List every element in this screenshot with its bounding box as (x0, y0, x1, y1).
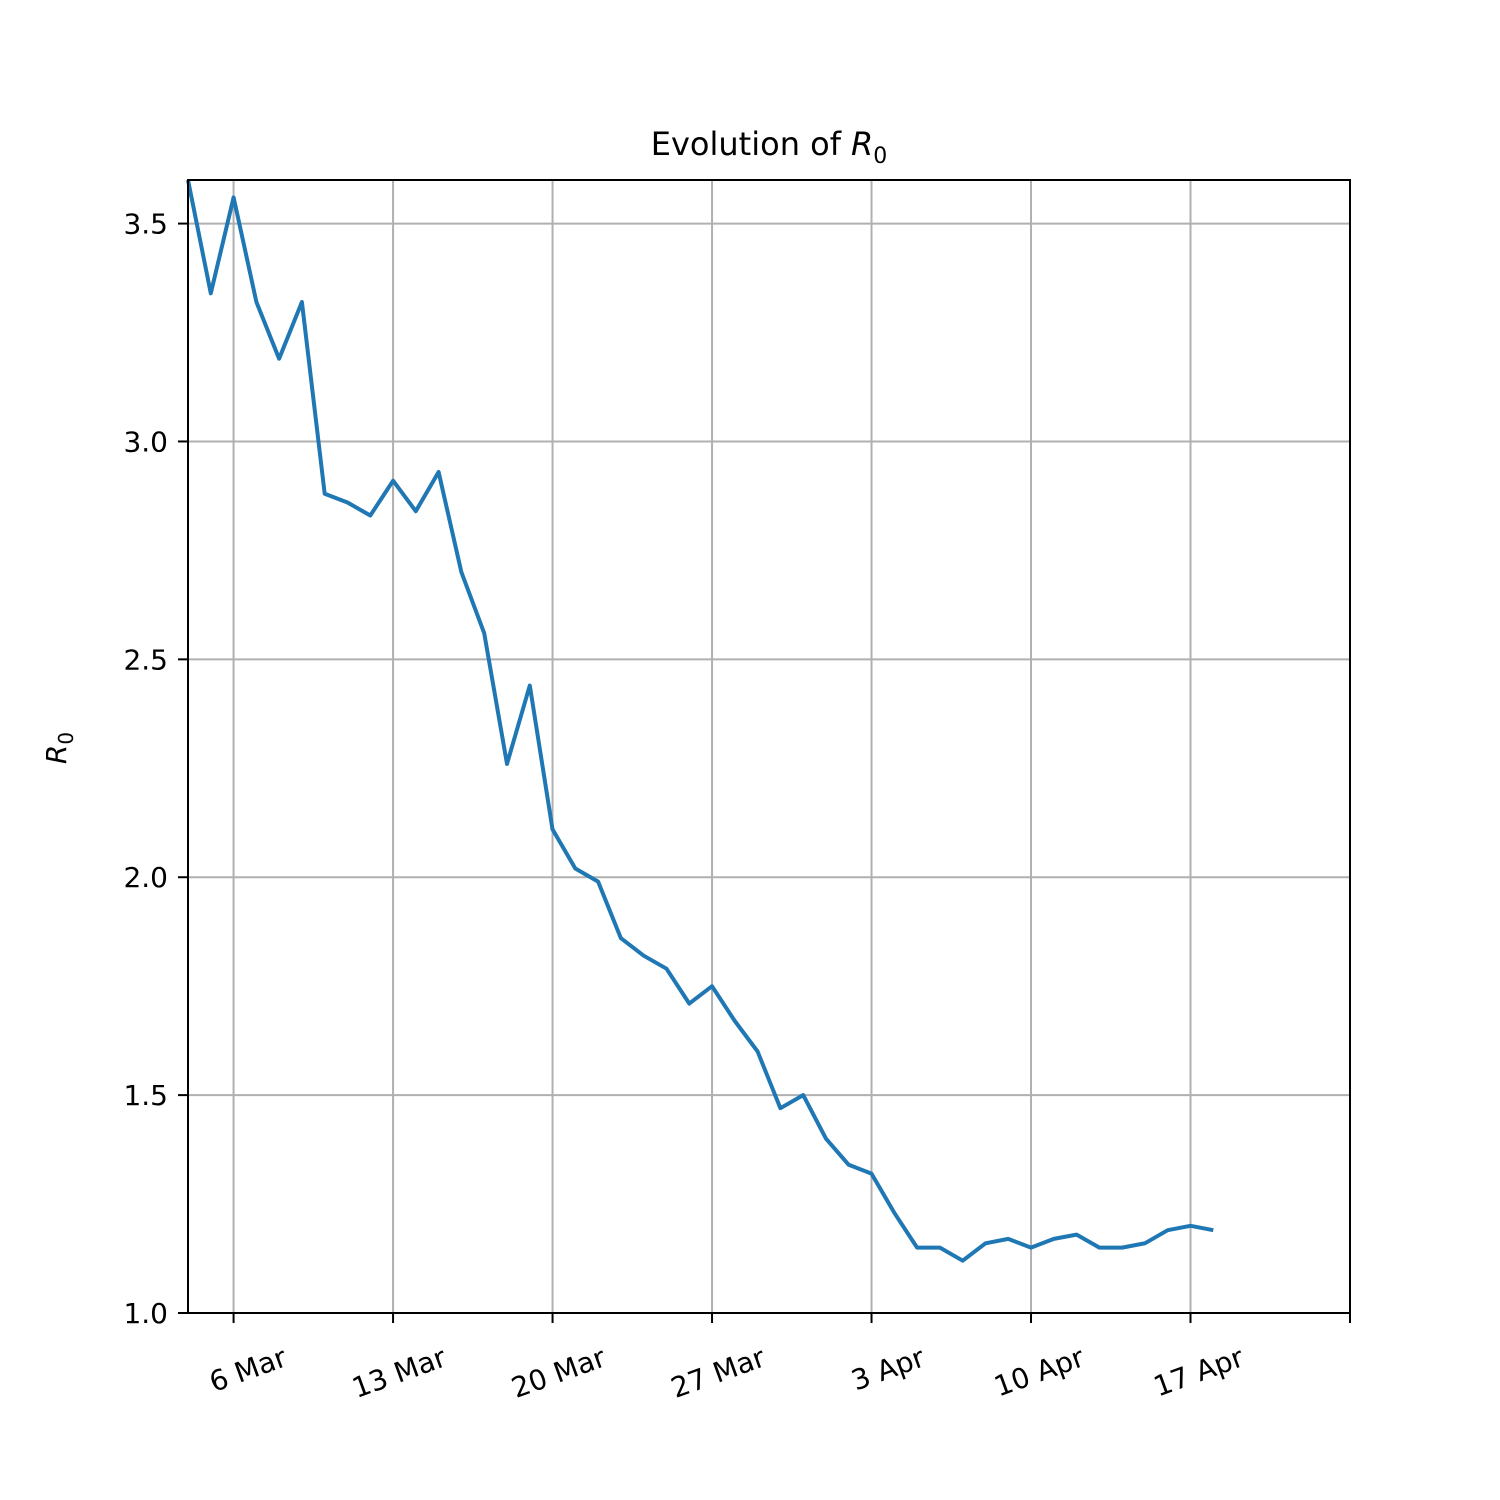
axes-frame (187, 179, 1351, 1314)
y-axis-label-subscript: 0 (54, 732, 78, 745)
y-tick-label: 2.5 (123, 643, 168, 676)
data-line-layer (186, 179, 1214, 1263)
y-tick-label: 1.5 (123, 1079, 168, 1112)
y-tick-label: 3.0 (123, 425, 168, 458)
y-tick-label: 2.0 (123, 861, 168, 894)
grid (188, 180, 1350, 1313)
y-axis-label: R0 (40, 732, 78, 764)
y-axis-label-symbol: R (40, 745, 73, 764)
chart-title: Evolution of R0 (651, 125, 887, 169)
r0-series-line (186, 179, 1214, 1263)
y-tick-label: 3.5 (123, 208, 168, 241)
y-tick-label: 1.0 (123, 1297, 168, 1330)
chart-title-text: Evolution of (651, 125, 842, 163)
chart-title-symbol: R (851, 125, 873, 163)
chart-title-subscript: 0 (873, 144, 887, 169)
